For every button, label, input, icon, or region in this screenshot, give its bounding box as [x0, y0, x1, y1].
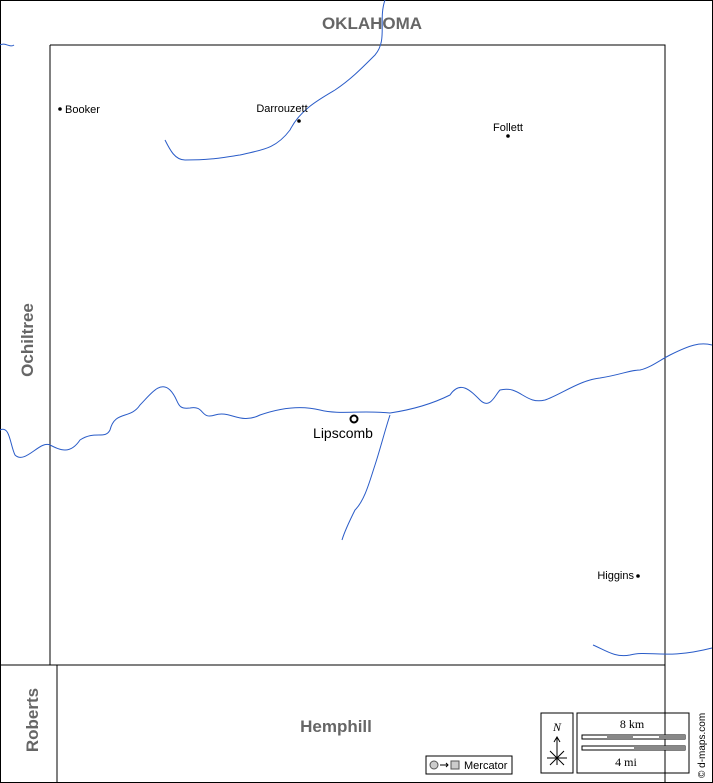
seat-label: Lipscomb [313, 425, 373, 441]
scale-bar [607, 735, 633, 739]
projection-icon [450, 760, 460, 770]
town-dot [58, 107, 62, 111]
projection-icon [429, 760, 439, 770]
scale-bar [659, 735, 685, 739]
projection-icon [440, 762, 449, 768]
neighbor-label: OKLAHOMA [322, 14, 422, 33]
river [592, 644, 713, 657]
neighbor-label: Ochiltree [18, 303, 37, 377]
town-dot [297, 119, 301, 123]
compass-rose [547, 736, 567, 766]
scale-box [576, 712, 690, 774]
river [341, 414, 391, 541]
river [0, 0, 386, 161]
scale-label: 4 mi [615, 755, 637, 769]
town-dot [506, 134, 510, 138]
town-label: Follett [493, 122, 523, 134]
neighbor-label: Hemphill [300, 717, 372, 736]
river [0, 343, 713, 458]
seat-marker [349, 414, 359, 424]
scale-bar [634, 746, 685, 750]
town-label: Higgins [597, 570, 634, 582]
town-label: Booker [65, 104, 100, 116]
neighbor-label: Roberts [23, 688, 42, 752]
county-borders [0, 44, 666, 783]
projection-box [425, 755, 513, 775]
compass-label: N [552, 720, 562, 734]
town-dot [636, 574, 640, 578]
credit: © d-maps.com [697, 713, 708, 778]
compass-box [540, 712, 574, 774]
scale-label: 8 km [620, 717, 645, 731]
town-label: Darrouzett [256, 103, 307, 115]
projection-label: Mercator [464, 760, 508, 772]
